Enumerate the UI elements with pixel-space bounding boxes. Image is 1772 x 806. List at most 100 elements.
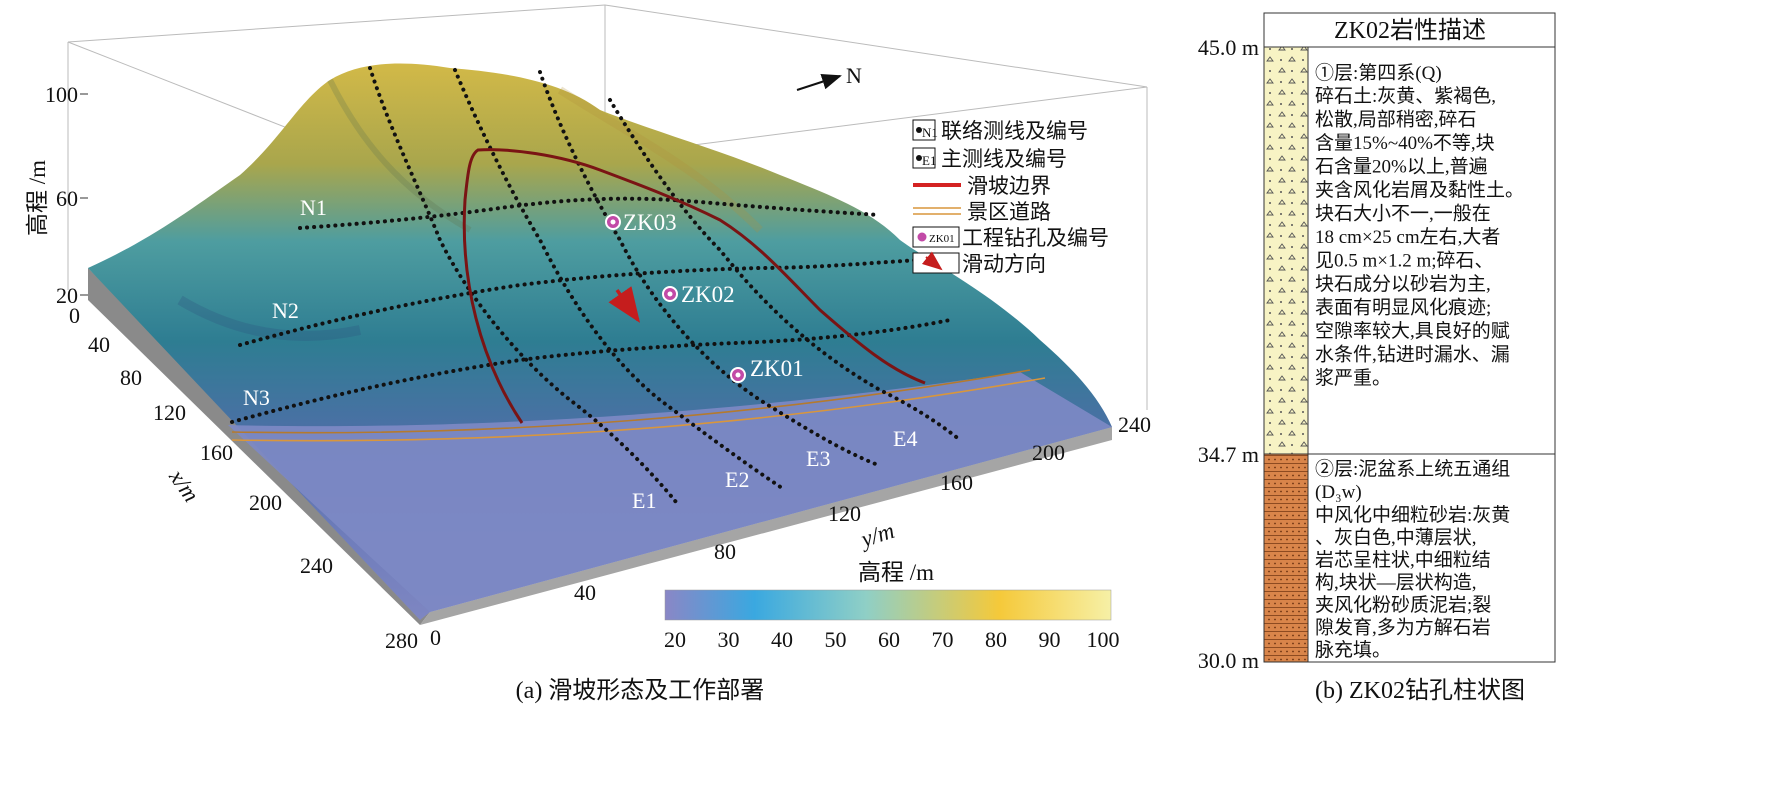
x-tick: 160: [200, 440, 233, 465]
landslide-boundary: [462, 148, 926, 424]
description-line: 含量15%~40%不等,块: [1315, 132, 1495, 154]
sliding-direction-arrow: [608, 286, 641, 323]
survey-line-n2: [238, 256, 952, 347]
legend-label: 工程钻孔及编号: [962, 226, 1109, 250]
description-line: 见0.5 m×1.2 m;碎石、: [1315, 250, 1494, 272]
x-tick: 280: [385, 628, 418, 653]
z-tick: 60: [56, 186, 78, 211]
x-tick: 240: [300, 553, 333, 578]
description-line: 表面有明显风化痕迹;: [1315, 297, 1491, 319]
description-line: 空隙率较大,具良好的赋: [1315, 320, 1510, 342]
colorbar-tick-label: 100: [1087, 627, 1120, 652]
y-axis-label: y/m: [856, 518, 897, 553]
layer2-description: 中风化中细粒砂岩:灰黄、灰白色,中薄层状,岩芯呈柱状,中细粒结构,块状—层状构造…: [1315, 504, 1510, 661]
terrain-shading: [177, 295, 362, 341]
layer1-column: [1263, 46, 1309, 455]
colorbar: 高程 /m 20 30 40 50 60 70 80 90 100: [664, 560, 1120, 652]
label-n3: N3: [243, 385, 270, 410]
description-line: 块石大小不一,一般在: [1315, 203, 1491, 225]
description-line: 松散,局部稍密,碎石: [1315, 109, 1477, 131]
y-tick: 80: [714, 539, 736, 564]
colorbar-tick-label: 40: [771, 627, 793, 652]
y-axis-ticks: 0 40 80 120 160 200 240: [430, 412, 1151, 650]
label-e2: E2: [725, 467, 749, 492]
z-tick: 100: [45, 82, 78, 107]
z-axis-label: 高程 /m: [25, 160, 50, 236]
colorbar-ramp: [664, 589, 1112, 621]
x-tick: 40: [88, 332, 110, 357]
x-tick: 80: [120, 365, 142, 390]
label-e4: E4: [893, 426, 917, 451]
description-line: 岩芯呈柱状,中细粒结: [1315, 549, 1491, 571]
svg-text:ZK01: ZK01: [929, 233, 955, 245]
description-line: 、灰白色,中薄层状,: [1315, 527, 1477, 549]
description-line: 碎石土:灰黄、紫褐色,: [1315, 85, 1496, 107]
x-axis-ticks: 0 40 80 120 160 200 240 280: [69, 303, 418, 653]
layer2-formation: (D₃w): [1315, 482, 1362, 503]
layer1-description-box: [1307, 46, 1556, 455]
description-line: 水条件,钻进时漏水、漏: [1315, 344, 1510, 366]
panel-b-borehole-log: ZK02岩性描述 45.0 m 34.7 m 30.0 m ①层:第四系(Q) …: [1198, 12, 1556, 704]
description-line: 中风化中细粒砂岩:灰黄: [1315, 504, 1510, 526]
description-line: 块石成分以砂岩为主,: [1315, 273, 1491, 295]
borehole-zk01: ZK01: [730, 356, 804, 383]
label-n2: N2: [272, 298, 299, 323]
layer1-description: 碎石土:灰黄、紫褐色,松散,局部稍密,碎石含量15%~40%不等,块石含量20%…: [1315, 85, 1524, 389]
description-line: 石含量20%以上,普遍: [1315, 156, 1488, 178]
north-label: N: [846, 63, 862, 88]
layer2-head: ②层:泥盆系上统五通组: [1315, 458, 1510, 480]
layer2-column: [1263, 453, 1309, 663]
terrain-shading: [557, 86, 763, 233]
description-line: 浆严重。: [1315, 367, 1391, 389]
x-axis-label: x/m: [164, 464, 204, 506]
terrain-base-right: [420, 427, 1112, 625]
north-arrow: [796, 73, 842, 91]
panel-a-caption: (a) 滑坡形态及工作部署: [516, 677, 765, 704]
scenic-road: [231, 369, 1031, 434]
depth-label-top: 45.0 m: [1198, 35, 1259, 60]
y-tick: 0: [430, 625, 441, 650]
x-tick: 0: [69, 303, 80, 328]
log-title-box: [1263, 12, 1556, 48]
y-tick: 40: [574, 580, 596, 605]
colorbar-tick-label: 90: [1039, 627, 1061, 652]
log-title: ZK02岩性描述: [1334, 17, 1486, 44]
colorbar-tick-label: 70: [932, 627, 954, 652]
colorbar-tick-label: 50: [825, 627, 847, 652]
y-tick: 160: [940, 470, 973, 495]
colorbar-tick-label: 20: [664, 627, 686, 652]
svg-text:ZK03: ZK03: [623, 210, 677, 235]
description-line: 构,块状—层状构造,: [1315, 572, 1477, 594]
depth-label-bottom: 30.0 m: [1198, 648, 1259, 673]
svg-text:ZK02: ZK02: [681, 282, 735, 307]
panel-b-caption: (b) ZK02钻孔柱状图: [1315, 677, 1525, 704]
layer2-description-box: [1307, 453, 1556, 663]
colorbar-title: 高程 /m: [858, 560, 934, 585]
y-tick: 200: [1032, 440, 1065, 465]
terrain-shading: [327, 78, 472, 233]
colorbar-tick-label: 30: [718, 627, 740, 652]
description-line: 夹风化粉砂质泥岩;裂: [1315, 594, 1491, 616]
label-e3: E3: [806, 446, 830, 471]
description-line: 隙发育,多为方解石岩: [1315, 617, 1491, 639]
legend-label: 主测线及编号: [941, 147, 1067, 171]
svg-text:E1: E1: [922, 153, 936, 168]
terrain-plain: [228, 372, 1112, 612]
svg-text:ZK01: ZK01: [750, 356, 804, 381]
x-tick: 120: [153, 400, 186, 425]
survey-line-e2: [453, 68, 787, 492]
survey-line-e1: [368, 66, 678, 504]
legend-label: 滑动方向: [962, 252, 1046, 276]
description-line: 夹含风化岩屑及黏性土。: [1315, 179, 1524, 201]
borehole-zk02: ZK02: [662, 282, 735, 307]
borehole-zk03: ZK03: [605, 210, 677, 235]
colorbar-ticks: 20 30 40 50 60 70 80 90 100: [664, 627, 1120, 652]
colorbar-tick-label: 80: [985, 627, 1007, 652]
svg-text:N1: N1: [922, 125, 938, 140]
description-line: 脉充填。: [1315, 639, 1391, 661]
label-n1: N1: [300, 195, 327, 220]
depth-label-mid: 34.7 m: [1198, 442, 1259, 467]
legend-label: 景区道路: [967, 200, 1051, 224]
legend: N1 联络测线及编号 E1 主测线及编号 滑坡边界 景区道路 ZK01 工程钻孔…: [912, 119, 1109, 276]
